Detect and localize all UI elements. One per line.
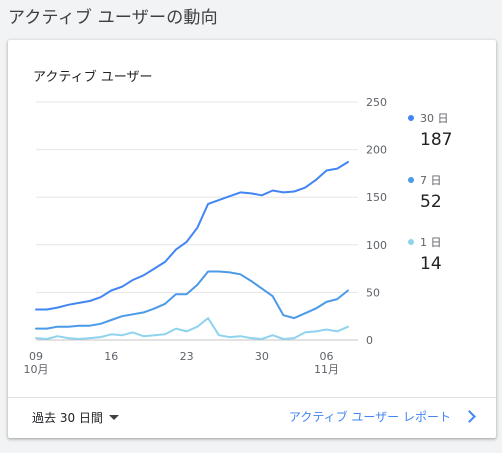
legend-value-30d: 187 xyxy=(420,130,453,150)
legend-item-30d: 30 日 187 xyxy=(408,110,488,152)
series-line-30d xyxy=(35,161,349,311)
chart-legend: 30 日 187 7 日 52 1 日 14 xyxy=(408,110,488,276)
legend-dot-7d xyxy=(408,177,414,183)
chevron-right-icon xyxy=(463,410,476,423)
active-users-report-link[interactable]: アクティブ ユーザー レポート xyxy=(288,408,476,425)
legend-label-30d: 30 日 xyxy=(420,112,449,125)
x-tick-label: 30 xyxy=(255,350,269,363)
y-tick-label-100: 100 xyxy=(366,239,387,252)
x-tick-sublabel: 10月 xyxy=(24,363,49,376)
card-title: アクティブ ユーザー xyxy=(33,70,153,85)
page-title: アクティブ ユーザーの動向 xyxy=(8,8,218,28)
legend-item-7d: 7 日 52 xyxy=(408,172,488,214)
legend-value-1d: 14 xyxy=(420,254,442,274)
report-link-label: アクティブ ユーザー レポート xyxy=(288,410,451,424)
footer-divider xyxy=(8,397,496,398)
y-tick-label-200: 200 xyxy=(366,144,387,157)
y-tick-label-250: 250 xyxy=(366,96,387,109)
legend-dot-1d xyxy=(408,239,414,245)
x-tick-label: 06 xyxy=(319,350,333,363)
legend-item-1d: 1 日 14 xyxy=(408,234,488,276)
x-tick-label: 16 xyxy=(104,350,118,363)
legend-value-7d: 52 xyxy=(420,192,442,212)
legend-dot-30d xyxy=(408,115,414,121)
legend-label-7d: 7 日 xyxy=(420,174,442,187)
active-users-card: アクティブ ユーザー 0 50 100 150 200 250 09 10月 16 23 30 06 1… xyxy=(8,40,496,438)
y-tick-label-150: 150 xyxy=(366,191,387,204)
x-tick-sublabel: 11月 xyxy=(314,363,339,376)
legend-label-1d: 1 日 xyxy=(420,236,442,249)
x-tick-label: 23 xyxy=(180,350,194,363)
y-tick-label-50: 50 xyxy=(366,286,380,299)
caret-down-icon xyxy=(108,415,119,420)
x-tick-label: 09 xyxy=(29,350,43,363)
y-tick-label-0: 0 xyxy=(366,334,373,347)
card-footer: 過去 30 日間 アクティブ ユーザー レポート xyxy=(8,398,496,438)
series-line-1d xyxy=(35,317,349,340)
date-range-label: 過去 30 日間 xyxy=(32,411,103,425)
date-range-dropdown[interactable]: 過去 30 日間 xyxy=(32,409,119,426)
series-line-7d xyxy=(35,270,349,330)
